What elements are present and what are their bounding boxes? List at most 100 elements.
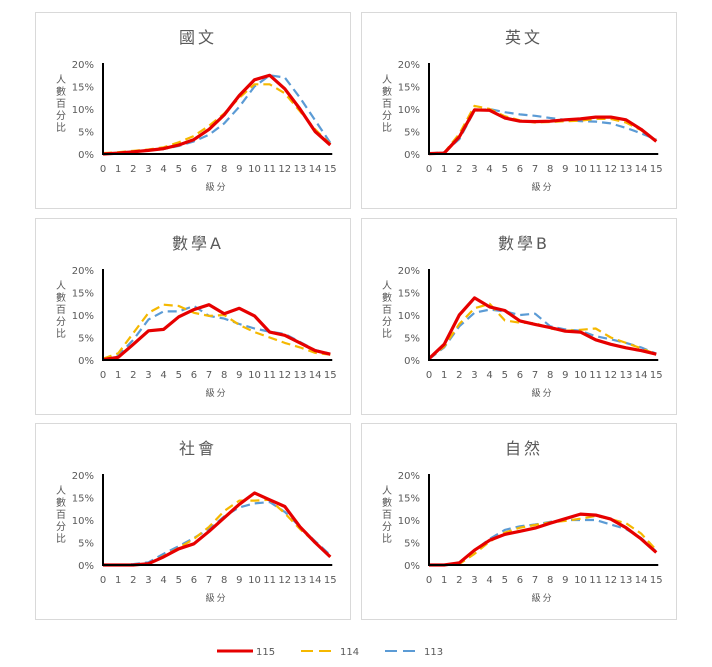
- legend-label: 113: [424, 647, 443, 658]
- y-axis-label: 百: [56, 304, 66, 316]
- x-tick-label: 4: [486, 575, 492, 586]
- x-tick-label: 1: [441, 370, 447, 381]
- y-tick-label: 20%: [398, 471, 420, 482]
- legend-label: 114: [340, 647, 359, 658]
- x-tick-label: 9: [562, 575, 568, 586]
- chart-title: 自然: [505, 439, 543, 458]
- series-line-113: [428, 107, 657, 155]
- x-tick-label: 1: [115, 370, 121, 381]
- y-axis-label: 百: [382, 98, 392, 110]
- y-axis-label: 分: [382, 521, 392, 533]
- x-tick-label: 15: [324, 370, 337, 381]
- x-tick-label: 3: [145, 575, 151, 586]
- x-tick-label: 15: [324, 575, 337, 586]
- x-tick-label: 12: [604, 575, 617, 586]
- y-axis-label: 人: [56, 74, 66, 86]
- x-tick-label: 0: [100, 575, 106, 586]
- x-tick-label: 0: [426, 370, 432, 381]
- x-tick-label: 10: [248, 575, 261, 586]
- series-line-115: [428, 108, 658, 156]
- y-tick-label: 20%: [398, 266, 420, 277]
- x-tick-label: 5: [502, 370, 508, 381]
- x-tick-label: 11: [263, 370, 276, 381]
- x-tick-label: 9: [562, 370, 568, 381]
- y-axis-label: 數: [382, 496, 392, 509]
- x-tick-label: 1: [441, 575, 447, 586]
- y-axis-label: 比: [56, 328, 66, 340]
- series-line-115: [429, 512, 658, 567]
- x-tick-label: 6: [517, 370, 523, 381]
- x-tick-label: 7: [532, 575, 538, 586]
- x-tick-label: 3: [145, 164, 151, 175]
- series-line-114: [429, 514, 658, 567]
- x-tick-label: 7: [206, 164, 212, 175]
- x-tick-label: 7: [532, 164, 538, 175]
- chart-title: 數學B: [498, 234, 550, 253]
- x-tick-label: 4: [486, 164, 492, 175]
- y-axis-label: 百: [56, 509, 66, 521]
- y-axis-label: 百: [56, 98, 66, 110]
- y-axis-label: 數: [382, 291, 392, 304]
- y-axis-label: 數: [56, 85, 66, 98]
- x-axis-label: 級分: [206, 592, 228, 604]
- x-tick-label: 4: [160, 164, 166, 175]
- x-tick-label: 8: [221, 370, 227, 381]
- y-axis-label: 比: [382, 533, 392, 545]
- x-tick-label: 9: [562, 164, 568, 175]
- x-tick-label: 6: [191, 575, 197, 586]
- y-tick-label: 0%: [78, 150, 94, 161]
- x-tick-label: 15: [324, 164, 337, 175]
- x-tick-label: 10: [574, 164, 587, 175]
- x-tick-label: 13: [620, 370, 633, 381]
- x-tick-label: 13: [620, 575, 633, 586]
- chart-panel: 自然 0% 5% 10% 15% 20% 人數百分比 0 1 2 3 4 5 6 7 8 9 10 11 12 13 14…: [361, 423, 677, 620]
- y-tick-label: 10%: [398, 311, 420, 322]
- series-line-115: [102, 303, 331, 362]
- x-tick-label: 12: [278, 575, 291, 586]
- x-tick-label: 2: [456, 575, 462, 586]
- series-line-113: [102, 304, 331, 361]
- x-tick-label: 11: [589, 370, 602, 381]
- x-tick-label: 15: [650, 370, 663, 381]
- x-tick-label: 6: [517, 164, 523, 175]
- x-tick-label: 2: [456, 370, 462, 381]
- chart-panel: 數學B 0% 5% 10% 15% 20% 人數百分比 0 1 2 3 4 5 6 7 8 9 10 11 12 13 1…: [361, 218, 677, 415]
- x-tick-label: 15: [650, 164, 663, 175]
- y-axis-label: 分: [382, 316, 392, 328]
- y-tick-label: 20%: [72, 60, 94, 71]
- x-tick-label: 1: [441, 164, 447, 175]
- x-tick-label: 5: [176, 575, 182, 586]
- series-line-113: [428, 308, 657, 360]
- x-tick-label: 5: [502, 164, 508, 175]
- x-tick-label: 13: [620, 164, 633, 175]
- legend-label: 115: [256, 647, 275, 658]
- y-tick-label: 10%: [72, 105, 94, 116]
- series-line-113: [429, 518, 658, 567]
- x-tick-label: 8: [547, 575, 553, 586]
- y-tick-label: 20%: [72, 471, 94, 482]
- x-tick-label: 10: [248, 370, 261, 381]
- chart-title: 數學A: [172, 234, 224, 253]
- x-tick-label: 4: [160, 370, 166, 381]
- y-tick-label: 0%: [78, 356, 94, 367]
- y-tick-label: 10%: [398, 105, 420, 116]
- chart-panel: 社會 0% 5% 10% 15% 20% 人數百分比 0 1 2 3 4 5 6 7 8 9 10 11 12 13 14…: [35, 423, 351, 620]
- y-tick-label: 15%: [398, 494, 420, 505]
- x-tick-label: 14: [635, 575, 648, 586]
- y-tick-label: 0%: [404, 150, 420, 161]
- y-axis-label: 人: [382, 74, 392, 86]
- x-tick-label: 8: [221, 164, 227, 175]
- x-tick-label: 2: [130, 164, 136, 175]
- chart-title: 英文: [505, 28, 543, 47]
- y-tick-label: 10%: [72, 516, 94, 527]
- x-tick-label: 14: [635, 370, 648, 381]
- legend-item-113: 113: [385, 647, 443, 658]
- legend: 115 114 113: [215, 643, 455, 659]
- legend-graphic: 115 114 113: [217, 647, 443, 658]
- y-tick-label: 20%: [398, 60, 420, 71]
- y-axis-label: 人: [56, 280, 66, 292]
- y-tick-label: 15%: [72, 83, 94, 94]
